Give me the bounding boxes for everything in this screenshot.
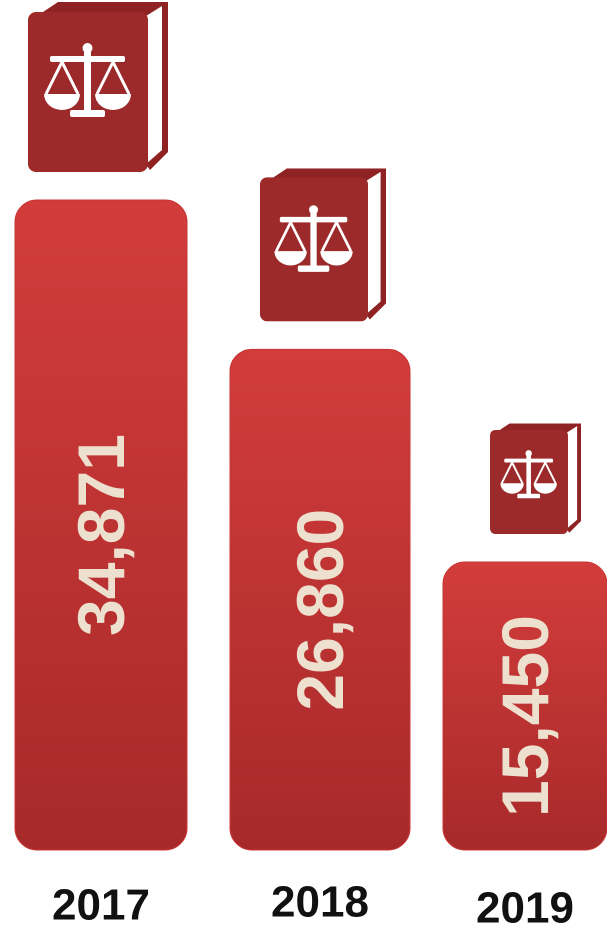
category-label: 2018	[271, 878, 369, 927]
category-label: 2019	[476, 884, 574, 930]
bar	[14, 199, 188, 851]
value-label: 15,450	[488, 615, 562, 817]
bar	[229, 348, 411, 851]
book-icon	[260, 168, 386, 322]
value-label: 34,871	[64, 434, 138, 636]
book-icon	[28, 2, 168, 172]
bar	[442, 561, 607, 851]
category-label: 2017	[52, 881, 150, 930]
book-icon	[490, 423, 581, 535]
value-label: 26,860	[283, 509, 357, 711]
